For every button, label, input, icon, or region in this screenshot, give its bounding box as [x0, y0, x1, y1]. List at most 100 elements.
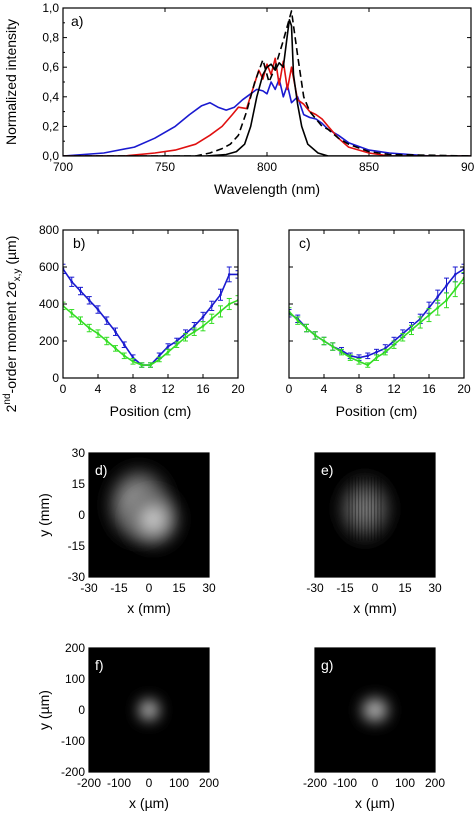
data-point [453, 273, 457, 276]
x-tick-label: -30 [306, 581, 324, 595]
panel-label: d) [95, 462, 107, 478]
y-tick-label: 0,6 [42, 60, 59, 74]
panel-label: f) [95, 657, 104, 673]
data-point [131, 360, 135, 363]
data-point [436, 306, 440, 310]
data-point [401, 336, 405, 339]
plot-area [289, 263, 464, 368]
data-point [157, 354, 161, 358]
x-tick-label: 0 [146, 776, 153, 790]
panel-g: -200 -100 0 100 200 g) x (µm) [303, 647, 445, 811]
data-point [114, 347, 117, 350]
x-axis-label: x (µm) [129, 795, 169, 811]
data-point [96, 332, 100, 335]
x-tick-label: 12 [161, 382, 175, 396]
data-point [114, 330, 117, 334]
data-point [70, 311, 74, 315]
beam-image [356, 692, 394, 728]
data-point [79, 289, 82, 293]
x-tick-label: 4 [95, 382, 102, 396]
x-axis-label: x (µm) [355, 795, 395, 811]
y-tick-label: 800 [39, 223, 59, 237]
beam-spot [119, 484, 187, 554]
x-tick-label: 16 [422, 382, 436, 396]
x-tick-label: 30 [428, 581, 442, 595]
data-point [375, 350, 378, 354]
data-point [427, 313, 431, 317]
data-point [175, 343, 179, 347]
data-point [305, 326, 308, 330]
beam-image [134, 694, 164, 726]
panel-label: e) [321, 462, 333, 478]
data-point [149, 363, 152, 367]
data-point [322, 339, 326, 343]
y-tick-label: 0,8 [42, 31, 59, 45]
x-tick-label: -30 [80, 581, 98, 595]
axes-frame [62, 229, 239, 379]
data-point [122, 343, 126, 347]
panel-label: a) [71, 13, 83, 29]
data-point [453, 287, 457, 291]
x-tick-label: 200 [199, 776, 219, 790]
y-tick-label: 0 [78, 703, 85, 717]
data-point [227, 302, 231, 306]
data-point [392, 343, 396, 347]
plot-area [63, 10, 471, 156]
axes-frame [314, 647, 436, 773]
y-axis-label: y (mm) [36, 493, 52, 537]
y-tick-label: 0 [52, 371, 59, 385]
series-line-red [63, 57, 471, 156]
x-tick-label: 4 [321, 382, 328, 396]
data-point [70, 280, 74, 284]
y-tick-label: -15 [68, 539, 86, 553]
x-tick-label: 800 [257, 160, 277, 174]
data-point [227, 273, 231, 276]
data-point [140, 363, 144, 367]
y-axis-label: 2nd-order moment 2σx,y (µm) [2, 236, 23, 413]
plot-area [63, 263, 238, 368]
data-point [445, 299, 448, 302]
axes-frame [88, 452, 210, 578]
beam-spot [331, 468, 399, 550]
panel-a: 700 750 800 850 900 0,0 0,2 0,4 0,6 0,8 1,0 a) Wavel… [3, 1, 474, 197]
x-tick-label: 0 [286, 382, 293, 396]
x-tick-label: 700 [53, 160, 73, 174]
x-tick-label: 15 [172, 581, 186, 595]
panel-f: -200 -100 0 100 200 -200 -100 0 100 200 f) x (µm) y … [36, 641, 219, 811]
axes-frame [88, 647, 210, 773]
y-tick-label: 600 [39, 260, 59, 274]
data-point [96, 308, 100, 311]
data-point [184, 336, 187, 339]
data-point [87, 299, 91, 302]
x-tick-label: 8 [130, 382, 137, 396]
y-tick-label: 100 [65, 672, 85, 686]
data-point [157, 358, 161, 361]
data-point [166, 350, 170, 354]
x-tick-label: -15 [110, 581, 128, 595]
data-point [105, 319, 109, 322]
data-point [192, 330, 196, 334]
data-point [210, 304, 214, 308]
y-tick-label: 0,0 [42, 149, 59, 163]
x-tick-label: -15 [336, 581, 354, 595]
data-point [105, 339, 109, 343]
y-axis-label: y (µm) [36, 690, 52, 730]
data-point [418, 321, 422, 324]
y-tick-label: 0 [78, 508, 85, 522]
x-tick-label: 850 [359, 160, 379, 174]
data-point [436, 295, 440, 298]
y-tick-label: -200 [61, 765, 85, 779]
data-point [219, 293, 222, 297]
x-axis-label: x (mm) [353, 600, 397, 616]
y-tick-label: 30 [72, 446, 86, 460]
data-point [366, 354, 370, 358]
x-axis-label: x (mm) [127, 600, 171, 616]
beam-spot [134, 694, 164, 726]
data-point [79, 319, 82, 322]
data-point [357, 360, 361, 363]
axes-frame [314, 452, 436, 578]
x-tick-label: 20 [457, 382, 471, 396]
data-point [122, 354, 126, 358]
